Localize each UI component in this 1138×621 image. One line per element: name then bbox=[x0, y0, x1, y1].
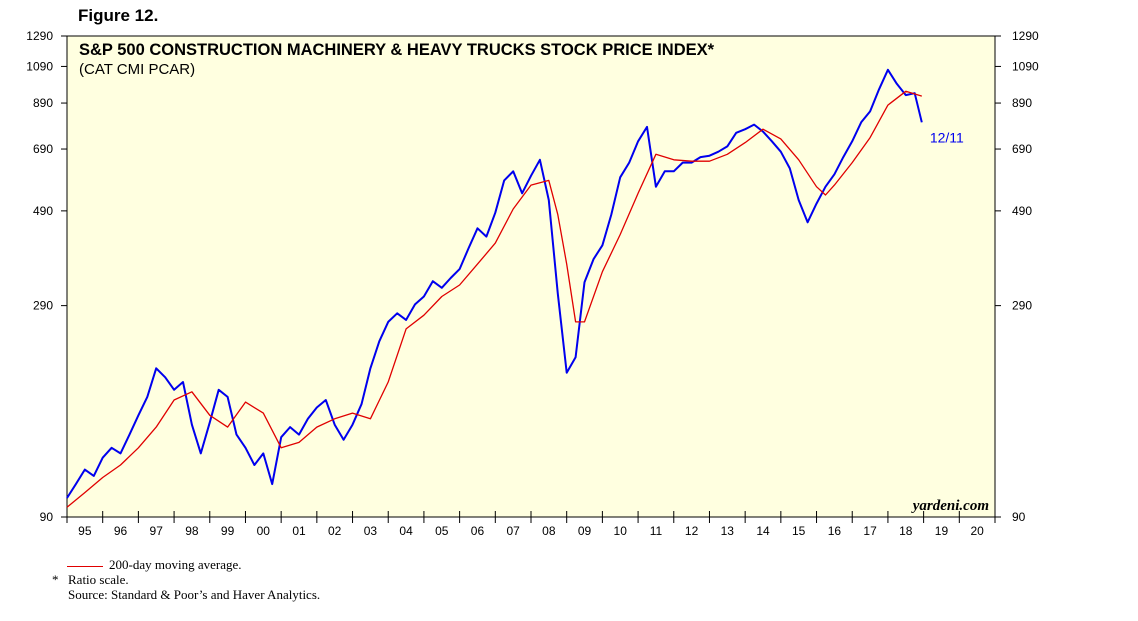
x-tick-label: 17 bbox=[863, 524, 877, 538]
y-tick-label-left: 290 bbox=[33, 299, 53, 313]
x-tick-label: 05 bbox=[435, 524, 449, 538]
x-tick-label: 00 bbox=[257, 524, 271, 538]
y-tick-label-right: 1290 bbox=[1012, 29, 1039, 43]
y-tick-label-left: 1090 bbox=[26, 59, 53, 73]
chart-title: S&P 500 CONSTRUCTION MACHINERY & HEAVY T… bbox=[79, 41, 715, 59]
x-tick-label: 02 bbox=[328, 524, 342, 538]
x-tick-label: 18 bbox=[899, 524, 913, 538]
y-axis-right: 90 290 490 690 890 1090 1290 bbox=[995, 29, 1039, 524]
y-tick-label-right: 490 bbox=[1012, 204, 1032, 218]
legend-moving-average: 200-day moving average. bbox=[67, 557, 241, 573]
y-tick-label-left: 490 bbox=[33, 204, 53, 218]
ratio-note: * Ratio scale. bbox=[52, 572, 129, 588]
end-label: 12/11 bbox=[930, 129, 964, 145]
x-tick-label: 20 bbox=[970, 524, 984, 538]
y-tick-label-right: 690 bbox=[1012, 142, 1032, 156]
x-tick-label: 03 bbox=[364, 524, 378, 538]
x-tick-label: 09 bbox=[578, 524, 592, 538]
x-tick-label: 96 bbox=[114, 524, 128, 538]
x-tick-label: 14 bbox=[756, 524, 770, 538]
series-line-moving-average bbox=[66, 90, 922, 508]
legend-swatch-red bbox=[67, 565, 103, 567]
x-tick-label: 04 bbox=[399, 524, 413, 538]
plot-area bbox=[66, 35, 996, 518]
x-tick-label: 11 bbox=[650, 524, 663, 538]
y-tick-label-left: 90 bbox=[40, 510, 54, 524]
series-layer bbox=[66, 68, 923, 508]
chart-subtitle: (CAT CMI PCAR) bbox=[79, 61, 195, 78]
y-axis-left: 90 290 490 690 890 1090 1290 bbox=[26, 29, 67, 524]
ratio-note-star: * bbox=[52, 572, 59, 587]
x-tick-label: 10 bbox=[614, 524, 628, 538]
x-tick-label: 08 bbox=[542, 524, 556, 538]
x-tick-label: 97 bbox=[150, 524, 164, 538]
x-tick-label: 95 bbox=[78, 524, 92, 538]
ratio-note-text: Ratio scale. bbox=[68, 572, 129, 587]
x-tick-label: 99 bbox=[221, 524, 235, 538]
y-tick-label-left: 690 bbox=[33, 142, 53, 156]
figure-label: Figure 12. bbox=[78, 6, 159, 25]
x-tick-label: 12 bbox=[685, 524, 699, 538]
x-tick-label: 13 bbox=[721, 524, 735, 538]
y-tick-label-right: 90 bbox=[1012, 510, 1026, 524]
source-note: Source: Standard & Poor’s and Haver Anal… bbox=[68, 587, 321, 602]
y-tick-label-left: 1290 bbox=[26, 29, 53, 43]
y-tick-label-left: 890 bbox=[33, 96, 53, 110]
x-tick-label: 01 bbox=[292, 524, 306, 538]
x-axis: 95 96 97 98 99 00 01 02 03 04 05 06 07 08 09 10 11 12 13 14… bbox=[66, 511, 996, 538]
watermark: yardeni.com bbox=[911, 498, 989, 514]
x-tick-label: 98 bbox=[185, 524, 199, 538]
x-tick-label: 06 bbox=[471, 524, 485, 538]
series-line-index bbox=[66, 68, 923, 499]
y-tick-label-right: 1090 bbox=[1012, 59, 1039, 73]
x-tick-label: 15 bbox=[792, 524, 806, 538]
x-tick-label: 07 bbox=[506, 524, 520, 538]
y-tick-label-right: 290 bbox=[1012, 299, 1032, 313]
legend-ma-label: 200-day moving average. bbox=[109, 557, 242, 572]
x-tick-label: 16 bbox=[828, 524, 842, 538]
y-tick-label-right: 890 bbox=[1012, 96, 1032, 110]
x-tick-label: 19 bbox=[935, 524, 949, 538]
